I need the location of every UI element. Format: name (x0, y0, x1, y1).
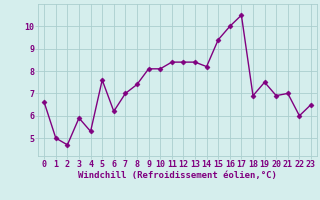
X-axis label: Windchill (Refroidissement éolien,°C): Windchill (Refroidissement éolien,°C) (78, 171, 277, 180)
